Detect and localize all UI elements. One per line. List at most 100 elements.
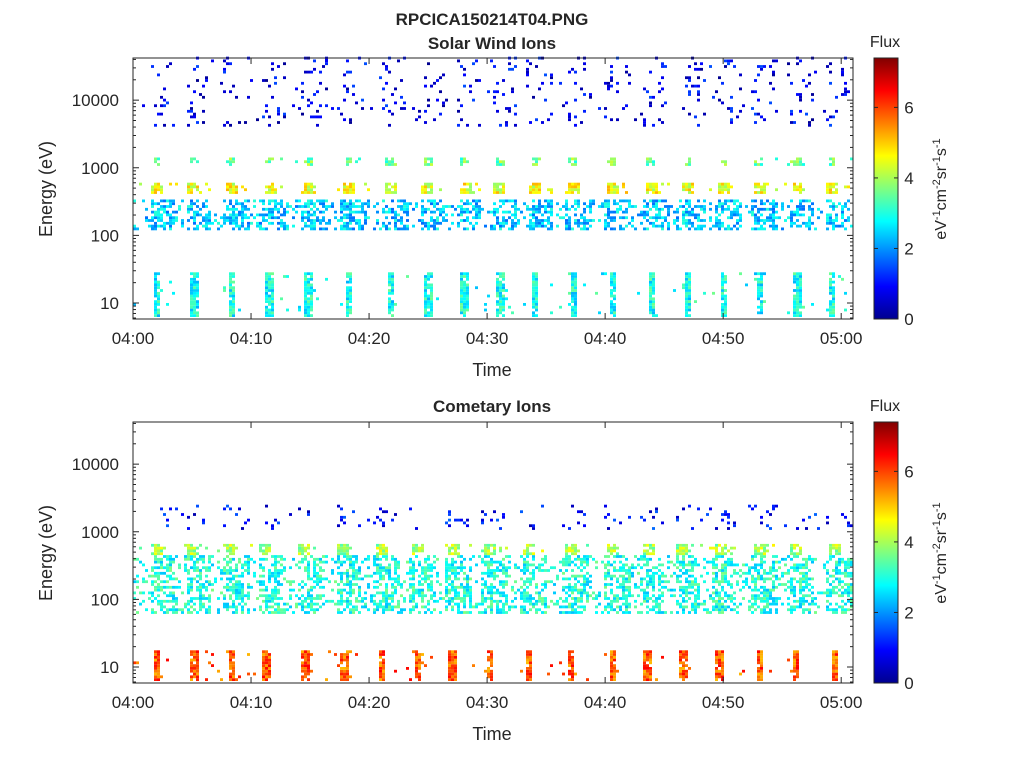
- spectrogram-cell: [316, 571, 319, 575]
- spectrogram-cell: [613, 305, 616, 309]
- spectrogram-cell: [613, 280, 616, 284]
- spectrogram-cell: [439, 199, 442, 203]
- spectrogram-cell: [640, 588, 643, 592]
- spectrogram-cell: [340, 207, 343, 211]
- spectrogram-cell: [238, 202, 241, 206]
- spectrogram-cell: [454, 560, 457, 564]
- spectrogram-cell: [565, 213, 568, 217]
- spectrogram-cell: [421, 599, 424, 603]
- spectrogram-cell: [196, 160, 199, 164]
- spectrogram-cell: [205, 608, 208, 612]
- spectrogram-cell: [274, 191, 277, 194]
- spectrogram-cell: [295, 205, 298, 208]
- spectrogram-cell: [640, 557, 643, 561]
- spectrogram-cell: [469, 566, 472, 570]
- spectrogram-cell: [367, 608, 370, 612]
- spectrogram-cell: [457, 602, 460, 606]
- spectrogram-cell: [658, 191, 661, 194]
- spectrogram-cell: [313, 224, 316, 228]
- spectrogram-cell: [199, 555, 202, 558]
- spectrogram-cell: [613, 546, 616, 550]
- spectrogram-cell: [388, 608, 391, 612]
- spectrogram-cell: [304, 672, 307, 676]
- spectrogram-cell: [382, 599, 385, 603]
- spectrogram-cell: [265, 549, 268, 553]
- spectrogram-cell: [604, 202, 607, 206]
- spectrogram-cell: [409, 566, 412, 570]
- spectrogram-cell: [487, 543, 490, 547]
- spectrogram-cell: [721, 221, 724, 225]
- spectrogram-cell: [535, 182, 538, 186]
- spectrogram-cell: [532, 291, 535, 295]
- spectrogram-cell: [232, 291, 235, 295]
- spectrogram-cell: [802, 79, 805, 82]
- spectrogram-cell: [520, 210, 523, 214]
- spectrogram-cell: [268, 160, 271, 164]
- spectrogram-cell: [268, 277, 271, 281]
- spectrogram-cell: [271, 303, 274, 306]
- spectrogram-cell: [142, 199, 145, 203]
- spectrogram-cell: [301, 557, 304, 561]
- spectrogram-cell: [307, 667, 310, 670]
- spectrogram-cell: [493, 571, 496, 575]
- spectrogram-cell: [262, 199, 265, 203]
- spectrogram-cell: [523, 580, 526, 584]
- spectrogram-cell: [361, 210, 364, 214]
- spectrogram-cell: [154, 300, 157, 303]
- spectrogram-cell: [823, 109, 826, 113]
- spectrogram-cell: [364, 591, 367, 595]
- spectrogram-cell: [586, 594, 589, 598]
- spectrogram-cell: [337, 583, 340, 586]
- spectrogram-cell: [193, 202, 196, 206]
- spectrogram-cell: [616, 546, 619, 550]
- spectrogram-cell: [616, 210, 619, 214]
- spectrogram-cell: [445, 580, 448, 584]
- spectrogram-cell: [808, 207, 811, 211]
- spectrogram-cell: [604, 504, 607, 508]
- spectrogram-cell: [811, 207, 814, 211]
- spectrogram-cell: [595, 560, 598, 564]
- spectrogram-cell: [328, 221, 331, 225]
- spectrogram-cell: [652, 300, 655, 303]
- spectrogram-cell: [190, 583, 193, 586]
- spectrogram-cell: [346, 549, 349, 553]
- spectrogram-cell: [622, 182, 625, 186]
- spectrogram-cell: [367, 566, 370, 570]
- spectrogram-cell: [391, 577, 394, 581]
- spectrogram-cell: [196, 289, 199, 292]
- spectrogram-cell: [349, 602, 352, 606]
- spectrogram-cell: [340, 546, 343, 550]
- spectrogram-cell: [475, 202, 478, 206]
- spectrogram-cell: [172, 219, 175, 222]
- spectrogram-cell: [613, 202, 616, 206]
- spectrogram-cell: [166, 555, 169, 558]
- spectrogram-cell: [235, 188, 238, 192]
- spectrogram-cell: [358, 221, 361, 225]
- spectrogram-cell: [586, 580, 589, 584]
- spectrogram-cell: [625, 70, 628, 74]
- spectrogram-cell: [205, 588, 208, 592]
- spectrogram-cell: [580, 213, 583, 217]
- spectrogram-cell: [205, 182, 208, 186]
- spectrogram-cell: [574, 300, 577, 303]
- spectrogram-cell: [271, 308, 274, 312]
- spectrogram-cell: [457, 224, 460, 228]
- spectrogram-cell: [430, 655, 433, 659]
- spectrogram-cell: [613, 163, 616, 166]
- spectrogram-cell: [316, 608, 319, 612]
- spectrogram-cell: [163, 599, 166, 603]
- spectrogram-cell: [229, 588, 232, 592]
- spectrogram-cell: [232, 599, 235, 603]
- spectrogram-cell: [571, 602, 574, 606]
- spectrogram-cell: [736, 210, 739, 214]
- spectrogram-cell: [574, 308, 577, 312]
- spectrogram-cell: [391, 280, 394, 284]
- spectrogram-cell: [343, 216, 346, 220]
- spectrogram-cell: [376, 580, 379, 584]
- spectrogram-cell: [538, 202, 541, 206]
- spectrogram-cell: [346, 675, 349, 679]
- spectrogram-cell: [718, 224, 721, 228]
- spectrogram-cell: [406, 213, 409, 217]
- spectrogram-cell: [307, 286, 310, 290]
- spectrogram-cell: [232, 669, 235, 673]
